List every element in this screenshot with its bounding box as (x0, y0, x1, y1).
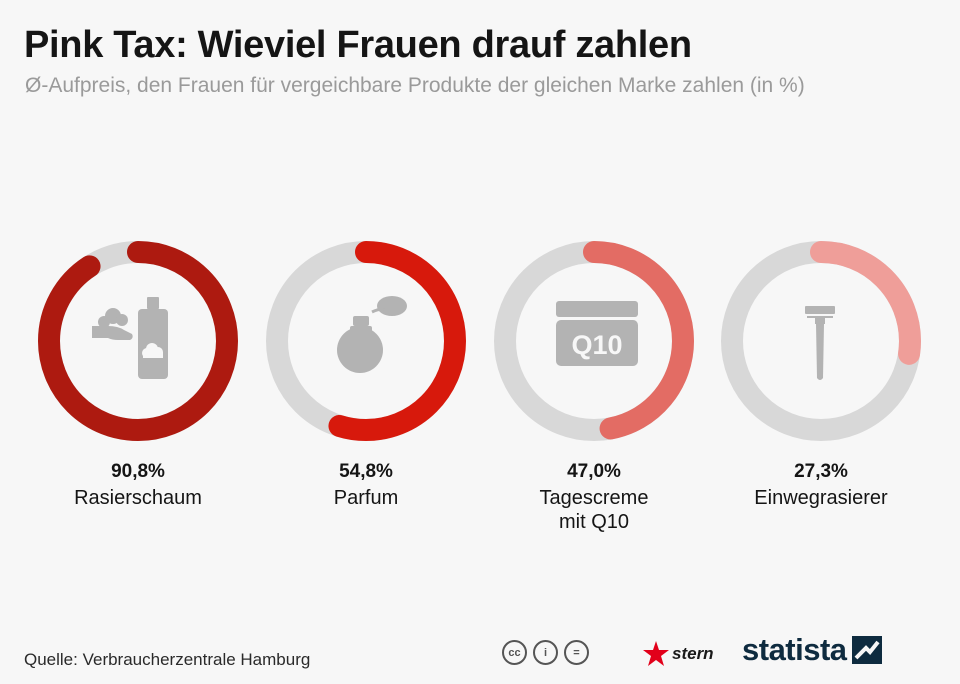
category-label: Einwegrasierer (754, 487, 888, 509)
donut-label-2: 54,8% Parfum (256, 460, 476, 510)
stern-star-icon (643, 641, 669, 666)
statista-logo: statista (742, 632, 882, 668)
stern-label: stern (672, 644, 714, 663)
razor-icon (805, 306, 835, 380)
value-label: 90,8% (111, 461, 165, 482)
donut-segment-3 (494, 241, 694, 441)
chart-subtitle: Ø-Aufpreis, den Frauen für vergeichbare … (25, 74, 805, 97)
no-derivatives-icon: = (564, 640, 589, 665)
source-note: Quelle: Verbraucherzentrale Hamburg (24, 650, 311, 669)
statista-mark-icon (851, 636, 882, 664)
donut-label-1: 90,8% Rasierschaum (28, 460, 248, 510)
value-label: 47,0% (567, 461, 621, 482)
shaving-foam-icon (92, 297, 168, 379)
donut-segment-2 (266, 241, 466, 441)
category-label: Tagescreme mit Q10 (539, 487, 649, 533)
value-label: 27,3% (794, 461, 848, 482)
donut-label-3: 47,0% Tagescreme mit Q10 (484, 460, 704, 534)
cc-icon: cc (502, 640, 527, 665)
cream-jar-icon: Q10 (556, 301, 638, 366)
donut-label-4: 27,3% Einwegrasierer (711, 460, 931, 510)
category-label: Parfum (333, 487, 399, 509)
attribution-icon: i (533, 640, 558, 665)
license-icons: cc i = (502, 640, 589, 665)
stern-logo: stern (642, 640, 714, 668)
perfume-bottle-icon (337, 296, 407, 373)
category-label: Rasierschaum (74, 487, 202, 509)
donut-segment-4 (721, 241, 921, 441)
statista-label: statista (742, 632, 847, 667)
value-label: 54,8% (339, 461, 393, 482)
cream-jar-label: Q10 (571, 330, 622, 360)
donut-segment-1 (38, 241, 238, 441)
chart-title: Pink Tax: Wieviel Frauen drauf zahlen (24, 24, 692, 66)
